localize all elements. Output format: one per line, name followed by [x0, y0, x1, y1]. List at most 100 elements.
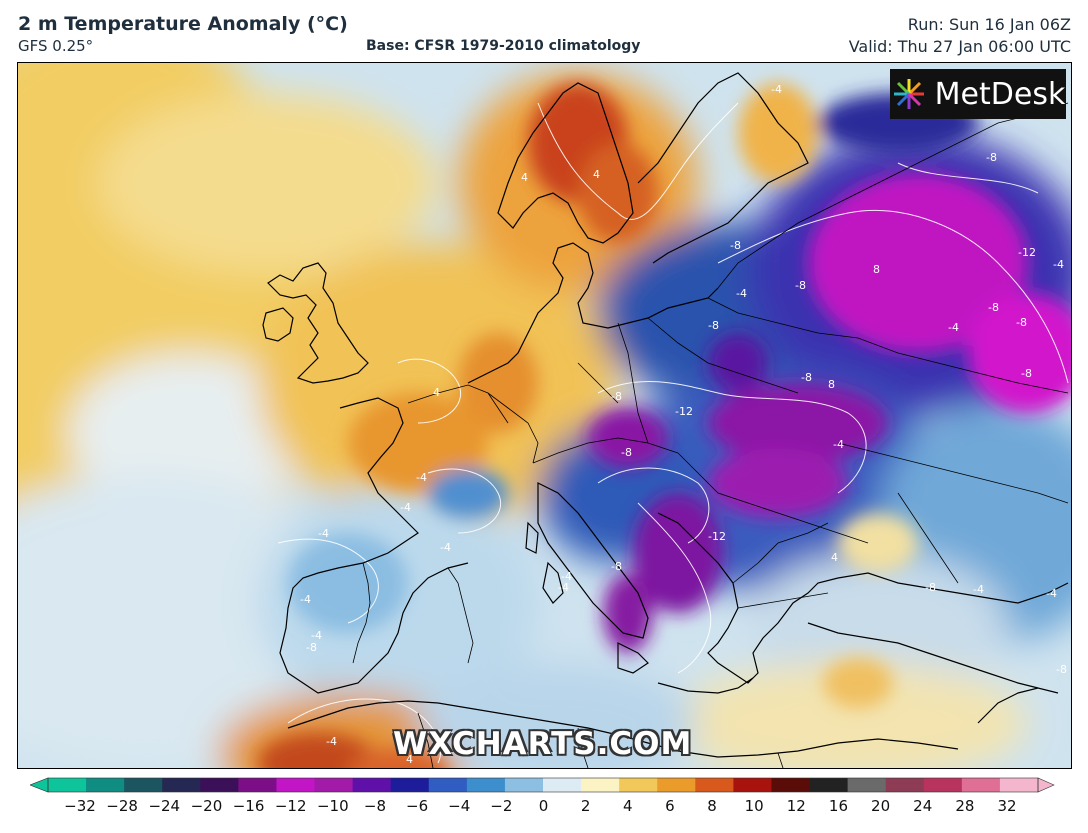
colorbar-segment: [581, 778, 620, 792]
colorbar-max-extend-arrow: [1037, 777, 1055, 793]
colorbar-segment: [276, 778, 316, 792]
colorbar-tick-label: 24: [913, 797, 933, 815]
contour-label: -12: [1018, 246, 1036, 259]
colorbar-segment: [657, 778, 696, 792]
contour-label: -4: [948, 321, 959, 334]
colorbar-tick-label: −4: [448, 797, 471, 815]
contour-label: -8: [306, 641, 317, 654]
colorbar-tick-label: −10: [316, 797, 349, 815]
colorbar-tick-label: 32: [997, 797, 1017, 815]
contour-label: -8: [1016, 316, 1027, 329]
climatology-base-label: Base: CFSR 1979-2010 climatology: [366, 38, 641, 54]
colorbar-tick-label: 4: [622, 797, 633, 815]
colorbar-segment: [466, 778, 506, 792]
colorbar-tick-label: 8: [707, 797, 717, 815]
contour-label: -4: [300, 593, 311, 606]
contour-label: -8: [708, 319, 719, 332]
colorbar-segment: [885, 778, 925, 792]
colorbar-tick-label: 28: [955, 797, 975, 815]
contour-label: -4: [416, 471, 427, 484]
colorbar-tick-label: −12: [274, 797, 307, 815]
colorbar-segment: [733, 778, 773, 792]
contour-label: -8: [986, 151, 997, 164]
wxcharts-watermark: WXCHARTS.COM: [393, 726, 693, 762]
metdesk-logo-text: MetDesk: [934, 76, 1066, 112]
contour-label: -12: [675, 405, 693, 418]
run-time-label: Run: Sun 16 Jan 06Z: [907, 15, 1071, 34]
colorbar-segment: [314, 778, 354, 792]
colorbar-segment: [238, 778, 278, 792]
contour-label: -4: [318, 527, 329, 540]
contour-label: -8: [1021, 367, 1032, 380]
colorbar-segment: [86, 778, 125, 792]
contour-label: 8: [828, 378, 835, 391]
contour-label: 8: [873, 263, 880, 276]
contour-label: -8: [611, 560, 622, 573]
contour-label: -4: [326, 735, 337, 748]
colorbar-segment: [999, 778, 1039, 792]
colorbar-tick-label: −28: [106, 797, 138, 815]
colorbar-tick-label: −20: [190, 797, 223, 815]
contour-label: -4: [1046, 587, 1057, 600]
colorbar-segment: [200, 778, 239, 792]
colorbar-segment: [847, 778, 887, 792]
model-label: GFS 0.25°: [18, 37, 94, 55]
contour-label: -8: [611, 390, 622, 403]
contour-label: 4: [593, 168, 600, 181]
colorbar-tick-label: 16: [828, 797, 848, 815]
chart-title: 2 m Temperature Anomaly (°C): [18, 13, 348, 35]
colorbar-segment: [771, 778, 811, 792]
colorbar-tick-label: −24: [148, 797, 181, 815]
colorbar-min-extend-arrow: [30, 777, 49, 793]
valid-time-label: Valid: Thu 27 Jan 06:00 UTC: [848, 37, 1071, 56]
colorbar-tick-label: −16: [232, 797, 265, 815]
colorbar-segment: [695, 778, 734, 792]
contour-label: -4: [311, 629, 322, 642]
colorbar-tick-label: 6: [665, 797, 675, 815]
contour-label: -4: [561, 570, 572, 583]
colorbar-segment: [162, 778, 201, 792]
colorbar-segment: [352, 778, 392, 792]
contour-label: 4: [831, 551, 838, 564]
contour-label: -4: [833, 438, 844, 451]
colorbar-tick-label: −32: [64, 797, 96, 815]
colorbar-segment: [48, 778, 87, 792]
colorbar-segment: [390, 778, 430, 792]
contour-label: -8: [1056, 663, 1067, 676]
contour-label: -8: [925, 581, 936, 594]
contour-label: -4: [771, 83, 782, 96]
colorbar-tick-label: 12: [786, 797, 806, 815]
country-borders: [352, 102, 1069, 768]
contour-label: -8: [621, 446, 632, 459]
colorbar-segment: [961, 778, 1001, 792]
colorbar-tick-label: 20: [871, 797, 891, 815]
colorbar-segment: [124, 778, 163, 792]
contour-label: -8: [795, 279, 806, 292]
metdesk-sunburst-icon: [893, 79, 924, 109]
colorbar-segment: [504, 778, 544, 792]
contour-label: -12: [708, 530, 726, 543]
contour-label: -4: [440, 541, 451, 554]
contour-label: -4: [558, 581, 569, 594]
colorbar-segment: [809, 778, 849, 792]
contour-label: -8: [730, 239, 741, 252]
colorbar-tick-label: −2: [490, 797, 513, 815]
colorbar-tick-label: 10: [744, 797, 764, 815]
colorbar-segment: [428, 778, 468, 792]
colorbar-tick-label: 2: [580, 797, 591, 815]
contour-label: -4: [973, 583, 984, 596]
map-canvas: 4 44-4-4-8-8-8-12-8-8-4 -8-8-12-8-8-4-8-12…: [18, 63, 1071, 768]
contour-label: 4: [406, 753, 413, 766]
contour-labels: 4 44-4-4-8-8-8-12-8-8-4 -8-8-12-8-8-4-8-12…: [300, 83, 1067, 766]
colorbar-segment: [923, 778, 963, 792]
colorbar-border: [47, 777, 1039, 793]
contour-label: -8: [988, 301, 999, 314]
contour-label: -4: [736, 287, 747, 300]
colorbar-tick-label: −8: [363, 797, 387, 815]
anomaly-map: 4 4 4 -4 -4 -8 -8 -8 -12 -8 -8 -4 -8 -8 -12 -8 -8 -4 -8 -12…: [17, 62, 1072, 769]
contour-label: -8: [801, 371, 812, 384]
colorbar-segment: [543, 778, 582, 792]
colorbar-segment: [619, 778, 658, 792]
metdesk-logo: MetDesk: [890, 69, 1066, 119]
coastlines: [262, 72, 1069, 758]
